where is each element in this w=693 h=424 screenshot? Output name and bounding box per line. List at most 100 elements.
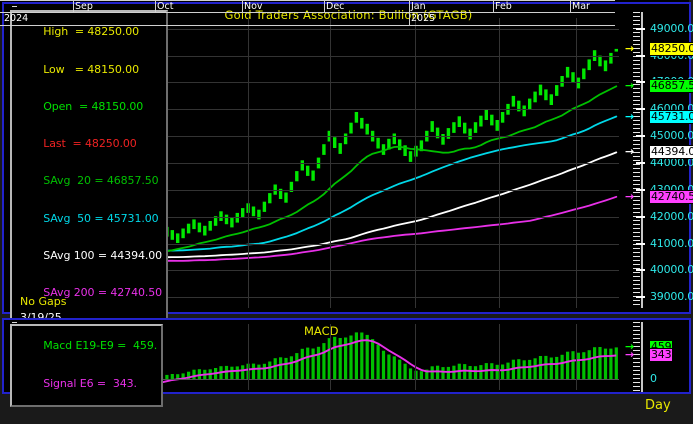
savg20-marker[interactable]: 46857.50 [649, 79, 693, 93]
month-tick [155, 1, 156, 12]
quote-legend[interactable]: High = 48250.00 Low = 48150.00 Open = 48… [10, 10, 169, 330]
legend-row-savg100: SAvg 100 = 44394.00 [43, 248, 163, 262]
price-axis-tick-label: 45000.00 [650, 129, 693, 142]
savg50-marker-arrow: → [625, 110, 635, 123]
price-axis-major-tick [636, 189, 645, 191]
legend-row-savg20: SAvg 20 = 46857.50 [43, 174, 159, 188]
savg50-label: SAvg 50 [43, 211, 91, 225]
high-value: 48250.00 [87, 25, 140, 39]
gridline-h [18, 29, 619, 30]
price-axis-tick-label: 42000.00 [650, 210, 693, 223]
savg200-marker[interactable]: 42740.50 [649, 190, 693, 204]
macd-label: Macd E19-E9 = [43, 339, 127, 353]
year-label: 2025 [411, 13, 436, 24]
savg100-value: 44394.00 [110, 248, 163, 262]
price-axis-tick-label: 41000.00 [650, 237, 693, 250]
savg200-label: SAvg 200 [43, 285, 95, 299]
year-band: 2024 2025 [0, 13, 615, 26]
gridline-v [576, 18, 577, 308]
macd-zero-line [18, 379, 619, 380]
signal-value-marker[interactable]: 343 [649, 348, 674, 362]
legend-row-low: Low = 48150.00 [43, 62, 139, 76]
gridline-h [18, 56, 619, 57]
gridline-h [18, 270, 619, 271]
savg200-marker-arrow: → [625, 190, 635, 203]
last-price-marker[interactable]: 48250.00 [649, 42, 693, 56]
price-axis-major-tick [636, 243, 645, 245]
gridline-v [499, 324, 500, 390]
price-axis-tick-label: 44000.00 [650, 156, 693, 169]
savg20-value: 46857.50 [106, 174, 159, 188]
month-tick [324, 1, 325, 12]
macd-value: 459. [133, 339, 158, 353]
low-label: Low [43, 62, 65, 76]
no-gaps-label: No Gaps [20, 295, 67, 308]
month-tick [242, 1, 243, 12]
savg20-marker-arrow: → [625, 79, 635, 92]
gridline-v [415, 324, 416, 390]
gridline-v [576, 324, 577, 390]
legend-row-savg50: SAvg 50 = 45731.00 [43, 211, 159, 225]
last-label: Last [43, 137, 66, 151]
macd-panel: MACD 0 459 → 343 → Macd E19-E9 = 459. Signal… [2, 318, 691, 408]
gridline-h [18, 244, 619, 245]
price-axis-major-tick [636, 81, 645, 83]
macd-axis-rail [641, 322, 643, 392]
date-axis-panel: Sep Oct Nov Dec Jan Feb Mar 2024 2025 [0, 0, 689, 26]
price-axis-tick-label: 49000.00 [650, 22, 693, 35]
month-label: Feb [495, 1, 512, 12]
price-axis-tick-label: 39000.00 [650, 290, 693, 303]
day-unit-label: Day [645, 398, 671, 413]
month-tick [493, 1, 494, 12]
savg100-marker-arrow: → [625, 145, 635, 158]
savg50-marker[interactable]: 45731.00 [649, 110, 693, 124]
savg100-label: SAvg 100 [43, 248, 95, 262]
gridline-h [18, 297, 619, 298]
gridline-v [415, 18, 416, 308]
month-band: Sep Oct Nov Dec Jan Feb Mar [0, 0, 615, 13]
price-axis-major-tick [636, 135, 645, 137]
gridline-h [18, 82, 619, 83]
savg20-label: SAvg 20 [43, 174, 91, 188]
last-value: 48250.00 [85, 137, 137, 151]
price-panel: Gold Traders Association: Bullion (GTAGB… [2, 2, 693, 330]
savg100-marker[interactable]: 44394.00 [649, 145, 693, 159]
price-axis-tick-label: 43000.00 [650, 184, 693, 195]
month-tick [409, 1, 410, 12]
low-value: 48150.00 [87, 62, 139, 76]
legend-row-macd: Macd E19-E9 = 459. [16, 328, 157, 365]
signal-value: 343. [112, 376, 137, 390]
price-axis-major-tick [636, 216, 645, 218]
signal-label: Signal E6 = [43, 376, 107, 390]
price-axis-major-tick [636, 162, 645, 164]
month-label: Oct [157, 1, 174, 12]
macd-axis-zero-label: 0 [650, 372, 657, 385]
month-tick [73, 1, 74, 12]
legend-row-last: Last = 48250.00 [43, 137, 137, 151]
gridline-h [18, 163, 619, 164]
year-tick [409, 13, 410, 25]
price-axis-tick-label: 40000.00 [650, 263, 693, 276]
price-axis-rail [641, 12, 643, 308]
price-axis-major-tick [636, 269, 645, 271]
legend-row-open: Open = 48150.00 [43, 99, 144, 113]
savg50-value: 45731.00 [106, 211, 159, 225]
macd-legend[interactable]: Macd E19-E9 = 459. Signal E6 = 343. [10, 324, 164, 408]
macd-value-marker-arrow: → [625, 340, 635, 353]
month-tick [570, 1, 571, 12]
gridline-h [18, 190, 619, 191]
price-axis-major-tick [636, 28, 645, 30]
legend-row-high: High = 48250.00 [43, 25, 140, 39]
chart-title: Gold Traders Association: Bullion (GTAGB… [224, 8, 473, 22]
last-price-marker-arrow: → [625, 42, 635, 55]
legend-row-signal: Signal E6 = 343. [16, 365, 157, 402]
gridline-v [330, 324, 331, 390]
legend-row-savg200: SAvg 200 = 42740.50 [43, 285, 163, 299]
gridline-v [248, 18, 249, 308]
month-label: Sep [75, 1, 93, 12]
month-label: Mar [572, 1, 590, 12]
month-label: Nov [244, 1, 263, 12]
year-label: 2024 [4, 13, 29, 24]
gridline-v [330, 18, 331, 308]
